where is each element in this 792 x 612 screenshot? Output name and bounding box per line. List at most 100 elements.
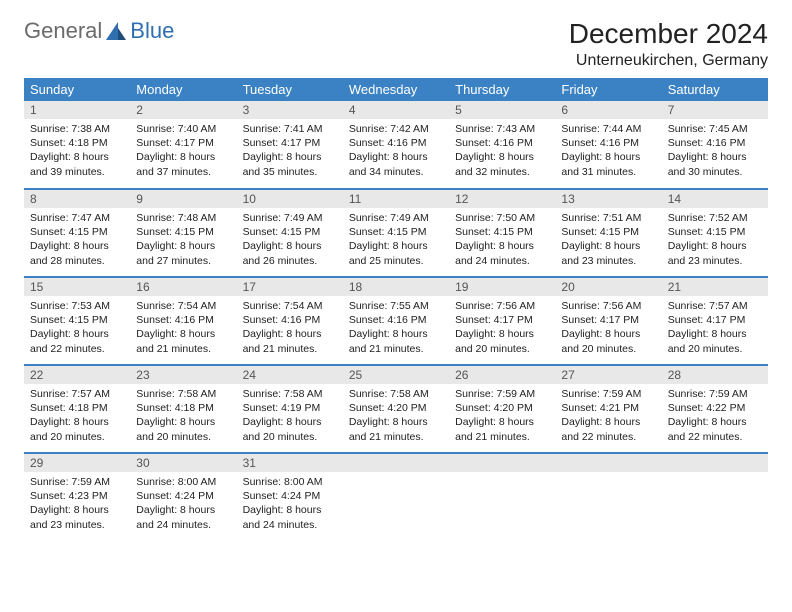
day-day1-line: Daylight: 8 hours: [243, 415, 337, 429]
day-day1-line: Daylight: 8 hours: [668, 239, 762, 253]
day-day1-line: Daylight: 8 hours: [668, 327, 762, 341]
calendar-day-cell: 20Sunrise: 7:56 AMSunset: 4:17 PMDayligh…: [555, 277, 661, 365]
day-day2-line: and 27 minutes.: [136, 254, 230, 268]
day-number: 10: [237, 190, 343, 208]
day-body: Sunrise: 7:58 AMSunset: 4:18 PMDaylight:…: [130, 384, 236, 450]
day-sunset-line: Sunset: 4:15 PM: [243, 225, 337, 239]
day-day2-line: and 20 minutes.: [30, 430, 124, 444]
day-number: 2: [130, 101, 236, 119]
day-sunset-line: Sunset: 4:17 PM: [136, 136, 230, 150]
weekday-header: Sunday: [24, 78, 130, 101]
header: General Blue December 2024 Unterneukirch…: [24, 18, 768, 70]
day-sunset-line: Sunset: 4:22 PM: [668, 401, 762, 415]
day-body: Sunrise: 7:51 AMSunset: 4:15 PMDaylight:…: [555, 208, 661, 274]
day-day2-line: and 22 minutes.: [30, 342, 124, 356]
calendar-day-cell: [555, 453, 661, 541]
calendar-day-cell: [343, 453, 449, 541]
day-day2-line: and 21 minutes.: [349, 342, 443, 356]
logo-text-blue: Blue: [130, 18, 174, 44]
calendar-day-cell: 13Sunrise: 7:51 AMSunset: 4:15 PMDayligh…: [555, 189, 661, 277]
calendar-week-row: 29Sunrise: 7:59 AMSunset: 4:23 PMDayligh…: [24, 453, 768, 541]
day-number: 12: [449, 190, 555, 208]
day-body: Sunrise: 7:56 AMSunset: 4:17 PMDaylight:…: [449, 296, 555, 362]
day-sunrise-line: Sunrise: 7:54 AM: [136, 299, 230, 313]
day-sunset-line: Sunset: 4:17 PM: [243, 136, 337, 150]
day-sunrise-line: Sunrise: 7:59 AM: [30, 475, 124, 489]
month-title: December 2024: [569, 18, 768, 50]
calendar-day-cell: 5Sunrise: 7:43 AMSunset: 4:16 PMDaylight…: [449, 101, 555, 189]
day-sunrise-line: Sunrise: 7:58 AM: [136, 387, 230, 401]
calendar-day-cell: 17Sunrise: 7:54 AMSunset: 4:16 PMDayligh…: [237, 277, 343, 365]
day-day2-line: and 22 minutes.: [668, 430, 762, 444]
day-sunset-line: Sunset: 4:16 PM: [561, 136, 655, 150]
day-day2-line: and 22 minutes.: [561, 430, 655, 444]
day-day2-line: and 21 minutes.: [243, 342, 337, 356]
calendar-day-cell: 14Sunrise: 7:52 AMSunset: 4:15 PMDayligh…: [662, 189, 768, 277]
day-number: 23: [130, 366, 236, 384]
day-day2-line: and 20 minutes.: [561, 342, 655, 356]
day-sunrise-line: Sunrise: 7:38 AM: [30, 122, 124, 136]
day-number: 3: [237, 101, 343, 119]
day-sunrise-line: Sunrise: 7:49 AM: [243, 211, 337, 225]
calendar-day-cell: 7Sunrise: 7:45 AMSunset: 4:16 PMDaylight…: [662, 101, 768, 189]
day-number: [343, 454, 449, 472]
day-body: Sunrise: 7:48 AMSunset: 4:15 PMDaylight:…: [130, 208, 236, 274]
day-number: 15: [24, 278, 130, 296]
day-sunset-line: Sunset: 4:20 PM: [455, 401, 549, 415]
day-day2-line: and 20 minutes.: [243, 430, 337, 444]
day-number: 1: [24, 101, 130, 119]
day-body: Sunrise: 7:49 AMSunset: 4:15 PMDaylight:…: [237, 208, 343, 274]
calendar-day-cell: 15Sunrise: 7:53 AMSunset: 4:15 PMDayligh…: [24, 277, 130, 365]
day-sunset-line: Sunset: 4:24 PM: [243, 489, 337, 503]
day-sunset-line: Sunset: 4:17 PM: [455, 313, 549, 327]
day-number: [555, 454, 661, 472]
day-sunrise-line: Sunrise: 7:48 AM: [136, 211, 230, 225]
day-sunset-line: Sunset: 4:15 PM: [136, 225, 230, 239]
day-day1-line: Daylight: 8 hours: [668, 415, 762, 429]
day-sunset-line: Sunset: 4:16 PM: [243, 313, 337, 327]
day-number: 7: [662, 101, 768, 119]
day-number: 20: [555, 278, 661, 296]
day-sunrise-line: Sunrise: 7:55 AM: [349, 299, 443, 313]
day-day2-line: and 31 minutes.: [561, 165, 655, 179]
day-body: Sunrise: 7:53 AMSunset: 4:15 PMDaylight:…: [24, 296, 130, 362]
calendar-day-cell: 27Sunrise: 7:59 AMSunset: 4:21 PMDayligh…: [555, 365, 661, 453]
day-day2-line: and 21 minutes.: [136, 342, 230, 356]
day-body: Sunrise: 7:52 AMSunset: 4:15 PMDaylight:…: [662, 208, 768, 274]
day-day1-line: Daylight: 8 hours: [136, 327, 230, 341]
logo: General Blue: [24, 18, 174, 44]
day-sunrise-line: Sunrise: 7:56 AM: [561, 299, 655, 313]
day-sunrise-line: Sunrise: 7:42 AM: [349, 122, 443, 136]
calendar-day-cell: 19Sunrise: 7:56 AMSunset: 4:17 PMDayligh…: [449, 277, 555, 365]
day-number: 25: [343, 366, 449, 384]
day-day1-line: Daylight: 8 hours: [668, 150, 762, 164]
calendar-day-cell: 23Sunrise: 7:58 AMSunset: 4:18 PMDayligh…: [130, 365, 236, 453]
day-sunrise-line: Sunrise: 7:52 AM: [668, 211, 762, 225]
calendar-day-cell: 30Sunrise: 8:00 AMSunset: 4:24 PMDayligh…: [130, 453, 236, 541]
day-day1-line: Daylight: 8 hours: [561, 150, 655, 164]
calendar-day-cell: 11Sunrise: 7:49 AMSunset: 4:15 PMDayligh…: [343, 189, 449, 277]
day-day1-line: Daylight: 8 hours: [455, 415, 549, 429]
day-day2-line: and 32 minutes.: [455, 165, 549, 179]
day-body: Sunrise: 7:45 AMSunset: 4:16 PMDaylight:…: [662, 119, 768, 185]
calendar-week-row: 15Sunrise: 7:53 AMSunset: 4:15 PMDayligh…: [24, 277, 768, 365]
day-sunset-line: Sunset: 4:17 PM: [561, 313, 655, 327]
calendar-week-row: 1Sunrise: 7:38 AMSunset: 4:18 PMDaylight…: [24, 101, 768, 189]
day-day1-line: Daylight: 8 hours: [455, 150, 549, 164]
calendar-day-cell: 25Sunrise: 7:58 AMSunset: 4:20 PMDayligh…: [343, 365, 449, 453]
day-day2-line: and 23 minutes.: [668, 254, 762, 268]
calendar-day-cell: 2Sunrise: 7:40 AMSunset: 4:17 PMDaylight…: [130, 101, 236, 189]
calendar-day-cell: 1Sunrise: 7:38 AMSunset: 4:18 PMDaylight…: [24, 101, 130, 189]
day-sunrise-line: Sunrise: 8:00 AM: [243, 475, 337, 489]
day-day1-line: Daylight: 8 hours: [349, 415, 443, 429]
day-body: Sunrise: 7:49 AMSunset: 4:15 PMDaylight:…: [343, 208, 449, 274]
day-number: 17: [237, 278, 343, 296]
calendar-day-cell: 16Sunrise: 7:54 AMSunset: 4:16 PMDayligh…: [130, 277, 236, 365]
day-number: 18: [343, 278, 449, 296]
day-number: 26: [449, 366, 555, 384]
day-number: 21: [662, 278, 768, 296]
day-sunset-line: Sunset: 4:15 PM: [455, 225, 549, 239]
calendar-day-cell: [662, 453, 768, 541]
day-day2-line: and 37 minutes.: [136, 165, 230, 179]
day-number: 4: [343, 101, 449, 119]
